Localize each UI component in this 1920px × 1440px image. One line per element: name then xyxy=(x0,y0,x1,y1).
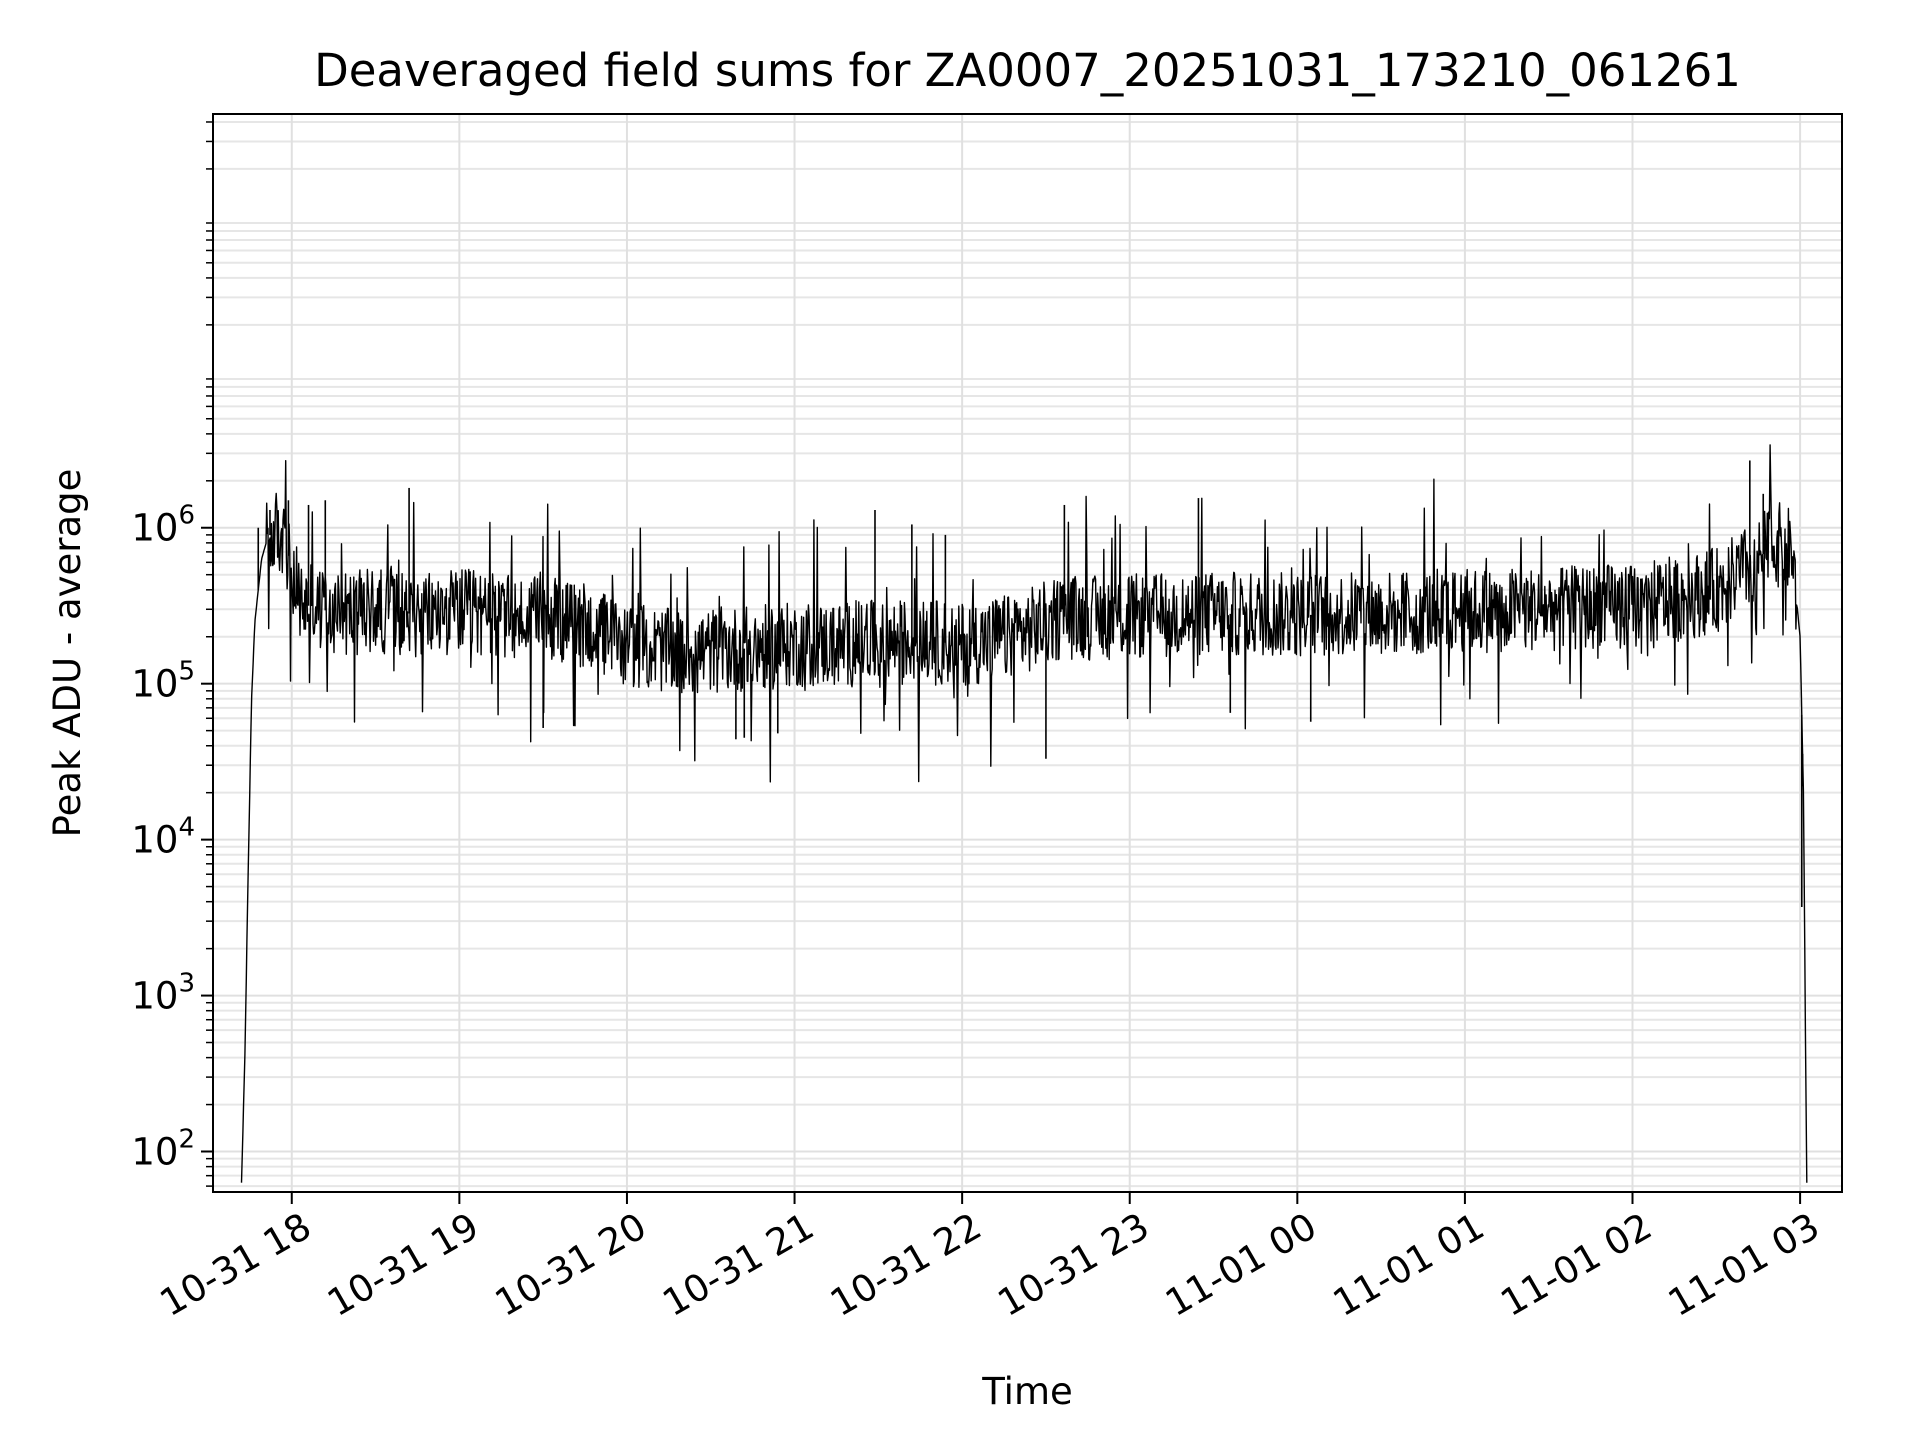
y-tick-label-base: 10 xyxy=(131,663,178,706)
plot-frame xyxy=(212,113,1843,1193)
x-axis-label: Time xyxy=(981,1370,1073,1413)
y-tick-label-exponent: 4 xyxy=(178,813,195,843)
y-tick-label-base: 10 xyxy=(131,975,178,1018)
y-tick-label-exponent: 2 xyxy=(178,1125,195,1155)
y-tick-label: 102 xyxy=(131,1125,195,1174)
y-axis-label: Peak ADU - average xyxy=(46,469,89,838)
y-tick-label-exponent: 3 xyxy=(178,969,195,999)
y-tick-label: 103 xyxy=(131,969,195,1018)
y-tick-label-base: 10 xyxy=(131,507,178,550)
y-tick-label: 104 xyxy=(131,813,195,862)
series-layer xyxy=(240,444,1808,1183)
chart-title: Deaveraged field sums for ZA0007_2025103… xyxy=(314,44,1741,97)
series-line xyxy=(240,444,1808,1183)
y-tick-label-exponent: 5 xyxy=(178,657,195,687)
grid-minor xyxy=(213,120,1842,1188)
y-tick-label-exponent: 6 xyxy=(178,501,195,531)
y-tick-label: 105 xyxy=(131,657,195,706)
y-tick-label-base: 10 xyxy=(131,1131,178,1174)
y-tick-label: 106 xyxy=(131,501,195,550)
y-tick-label-base: 10 xyxy=(131,819,178,862)
